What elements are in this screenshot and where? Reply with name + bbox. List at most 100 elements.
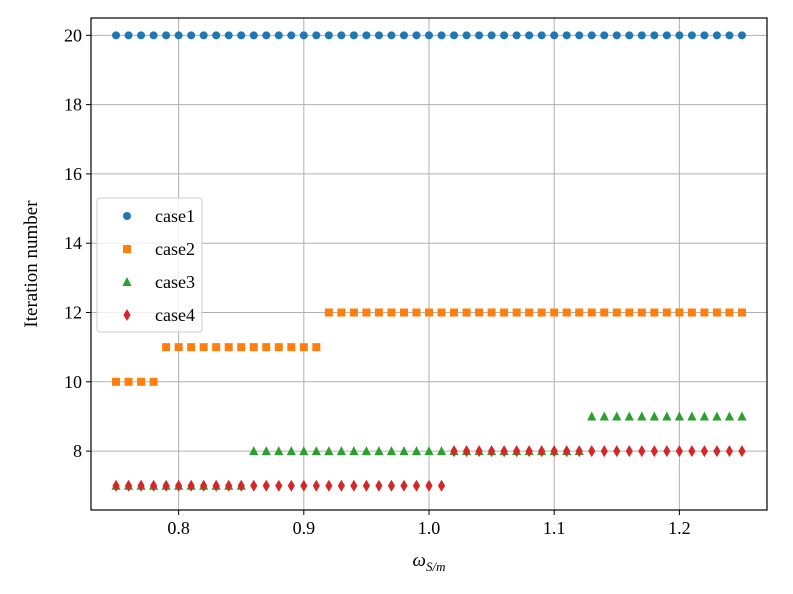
case2-point: [174, 343, 183, 352]
case4-point: [362, 479, 371, 492]
case1-point: [274, 31, 283, 40]
x-tick-label: 1.2: [668, 518, 691, 538]
case1-point: [450, 31, 459, 40]
case4-point: [350, 479, 358, 492]
case2-point: [425, 308, 433, 317]
case2-point: [587, 308, 596, 317]
case2-point: [500, 308, 509, 317]
case1-point: [249, 31, 258, 40]
case2-point: [274, 343, 283, 352]
case1-point: [349, 31, 358, 40]
legend: case1 case2 case3 case4: [96, 197, 203, 333]
case1-point: [174, 31, 183, 40]
case1-point: [550, 31, 559, 40]
case2-point: [199, 343, 208, 352]
case1-point: [612, 31, 621, 40]
case1-point: [187, 31, 196, 40]
case2-point: [349, 308, 358, 317]
case3-point: [261, 446, 271, 456]
legend-label: case3: [155, 272, 195, 292]
case2-point: [725, 308, 734, 317]
y-tick-label: 12: [64, 303, 82, 323]
case3-point: [587, 411, 597, 421]
case2-point: [224, 343, 233, 352]
case1-point: [725, 31, 734, 40]
case1-point: [337, 31, 346, 40]
case2-point: [462, 308, 471, 317]
case4-point: [262, 479, 270, 492]
case1-point: [525, 31, 534, 40]
x-axis-label-main: ω: [413, 550, 426, 571]
case1-point: [700, 31, 709, 40]
case1-point: [462, 31, 471, 40]
case1-point: [212, 31, 221, 40]
case4-point: [663, 445, 671, 458]
case2-point: [537, 308, 546, 317]
case2-point: [249, 343, 258, 352]
case1-point: [625, 31, 634, 40]
case2-point: [512, 308, 521, 317]
y-tick-label: 18: [64, 95, 82, 115]
case4-point: [575, 445, 583, 458]
case1-point: [162, 31, 171, 40]
case4-point: [738, 445, 746, 458]
case2-point: [112, 377, 121, 386]
case4-point: [337, 479, 345, 492]
case4-point: [162, 479, 170, 492]
case4-point: [462, 445, 471, 458]
case4-point: [475, 445, 483, 458]
case3-point: [374, 446, 384, 456]
case2-point: [262, 343, 271, 352]
case1-point: [650, 31, 659, 40]
case4-point: [225, 479, 233, 492]
x-tick-label: 1.1: [543, 518, 566, 538]
case4-point: [187, 479, 195, 492]
case3-point: [599, 411, 609, 421]
case3-point: [724, 411, 735, 421]
case1-point: [687, 31, 696, 40]
legend-item-case2: case2: [123, 239, 195, 259]
legend-item-case1: case1: [123, 206, 195, 226]
case1-point: [537, 31, 546, 40]
case2-point: [212, 343, 221, 352]
case1-point: [637, 31, 646, 40]
case2-point: [525, 308, 534, 317]
case2-point: [737, 308, 746, 317]
case1-point: [312, 31, 321, 40]
case2-point: [562, 308, 571, 317]
case2-point: [612, 308, 621, 317]
case1-point: [224, 31, 233, 40]
case3-point: [687, 411, 697, 421]
case3-point: [399, 446, 409, 456]
case4-point: [300, 479, 308, 492]
case2-point: [162, 343, 171, 352]
case1-point: [299, 31, 308, 40]
case1-point: [199, 31, 208, 40]
case2-point: [362, 308, 371, 317]
case4-point: [450, 445, 458, 458]
case2-point: [287, 343, 296, 352]
case4-point: [713, 445, 721, 458]
case1-point: [287, 31, 296, 40]
case4-point: [675, 445, 683, 458]
case3-point: [674, 411, 684, 421]
case4-point: [149, 479, 158, 492]
case1-point: [437, 31, 446, 40]
data-points: [111, 31, 747, 492]
case3-point: [637, 411, 647, 421]
series-case1: [112, 31, 746, 40]
case3-point: [386, 446, 397, 456]
case1-point: [137, 31, 146, 40]
case1-point: [374, 31, 383, 40]
y-tick-label: 14: [64, 233, 82, 253]
case4-point: [287, 479, 295, 492]
case3-point: [361, 446, 372, 456]
case2-point: [475, 308, 484, 317]
case4-point: [400, 479, 408, 492]
case2-point: [299, 343, 308, 352]
legend-label: case4: [155, 305, 195, 325]
case2-point: [637, 308, 646, 317]
case1-point: [475, 31, 484, 40]
legend-label: case1: [155, 206, 195, 226]
case2-point: [487, 308, 496, 317]
